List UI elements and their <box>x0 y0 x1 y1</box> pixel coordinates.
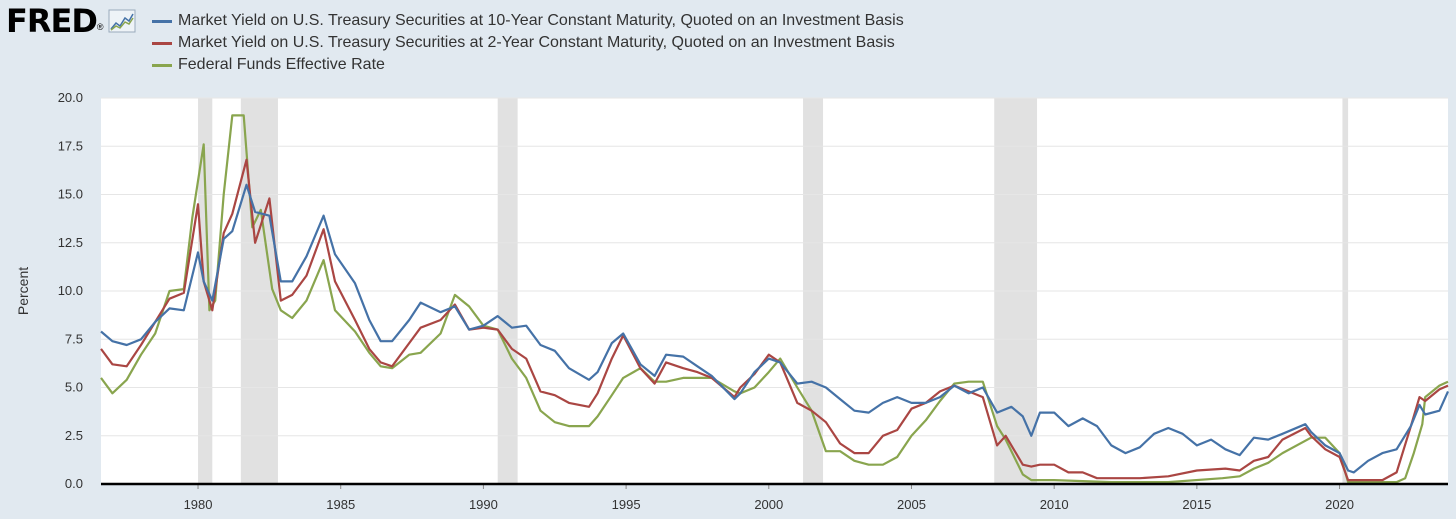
y-axis-label: Percent <box>15 267 31 315</box>
chart-legend: Market Yield on U.S. Treasury Securities… <box>152 10 904 76</box>
y-tick-label: 20.0 <box>58 90 83 105</box>
x-tick-label: 1980 <box>184 497 213 512</box>
series-line-2 <box>100 114 1449 484</box>
legend-item-0[interactable]: Market Yield on U.S. Treasury Securities… <box>152 10 904 32</box>
x-tick-label: 2000 <box>754 497 783 512</box>
y-tick-label: 7.5 <box>65 331 83 346</box>
y-tick-label: 2.5 <box>65 428 83 443</box>
legend-label: Federal Funds Effective Rate <box>178 56 385 73</box>
x-tick-label: 2015 <box>1182 497 1211 512</box>
x-tick-label: 2005 <box>897 497 926 512</box>
legend-swatch <box>152 19 172 23</box>
y-tick-label: 0.0 <box>65 476 83 491</box>
series-line-0 <box>100 183 1450 474</box>
y-tick-label: 17.5 <box>58 138 83 153</box>
y-tick-label: 5.0 <box>65 380 83 395</box>
legend-item-1[interactable]: Market Yield on U.S. Treasury Securities… <box>152 32 904 54</box>
registered-mark: ® <box>96 22 104 32</box>
y-tick-label: 15.0 <box>58 187 83 202</box>
legend-swatch <box>152 63 172 67</box>
legend-label: Market Yield on U.S. Treasury Securities… <box>178 34 895 51</box>
fred-logo-text: FRED <box>6 2 98 40</box>
y-tick-label: 12.5 <box>58 235 83 250</box>
x-tick-label: 2010 <box>1040 497 1069 512</box>
fred-logo: FRED ® <box>6 4 136 38</box>
x-tick-label: 1995 <box>612 497 641 512</box>
legend-swatch <box>152 41 172 45</box>
x-tick-label: 2020 <box>1325 497 1354 512</box>
legend-item-2[interactable]: Federal Funds Effective Rate <box>152 54 904 76</box>
x-tick-label: 1985 <box>326 497 355 512</box>
legend-label: Market Yield on U.S. Treasury Securities… <box>178 12 904 29</box>
chart-logo-icon <box>108 9 136 33</box>
y-tick-label: 10.0 <box>58 283 83 298</box>
x-tick-label: 1990 <box>469 497 498 512</box>
